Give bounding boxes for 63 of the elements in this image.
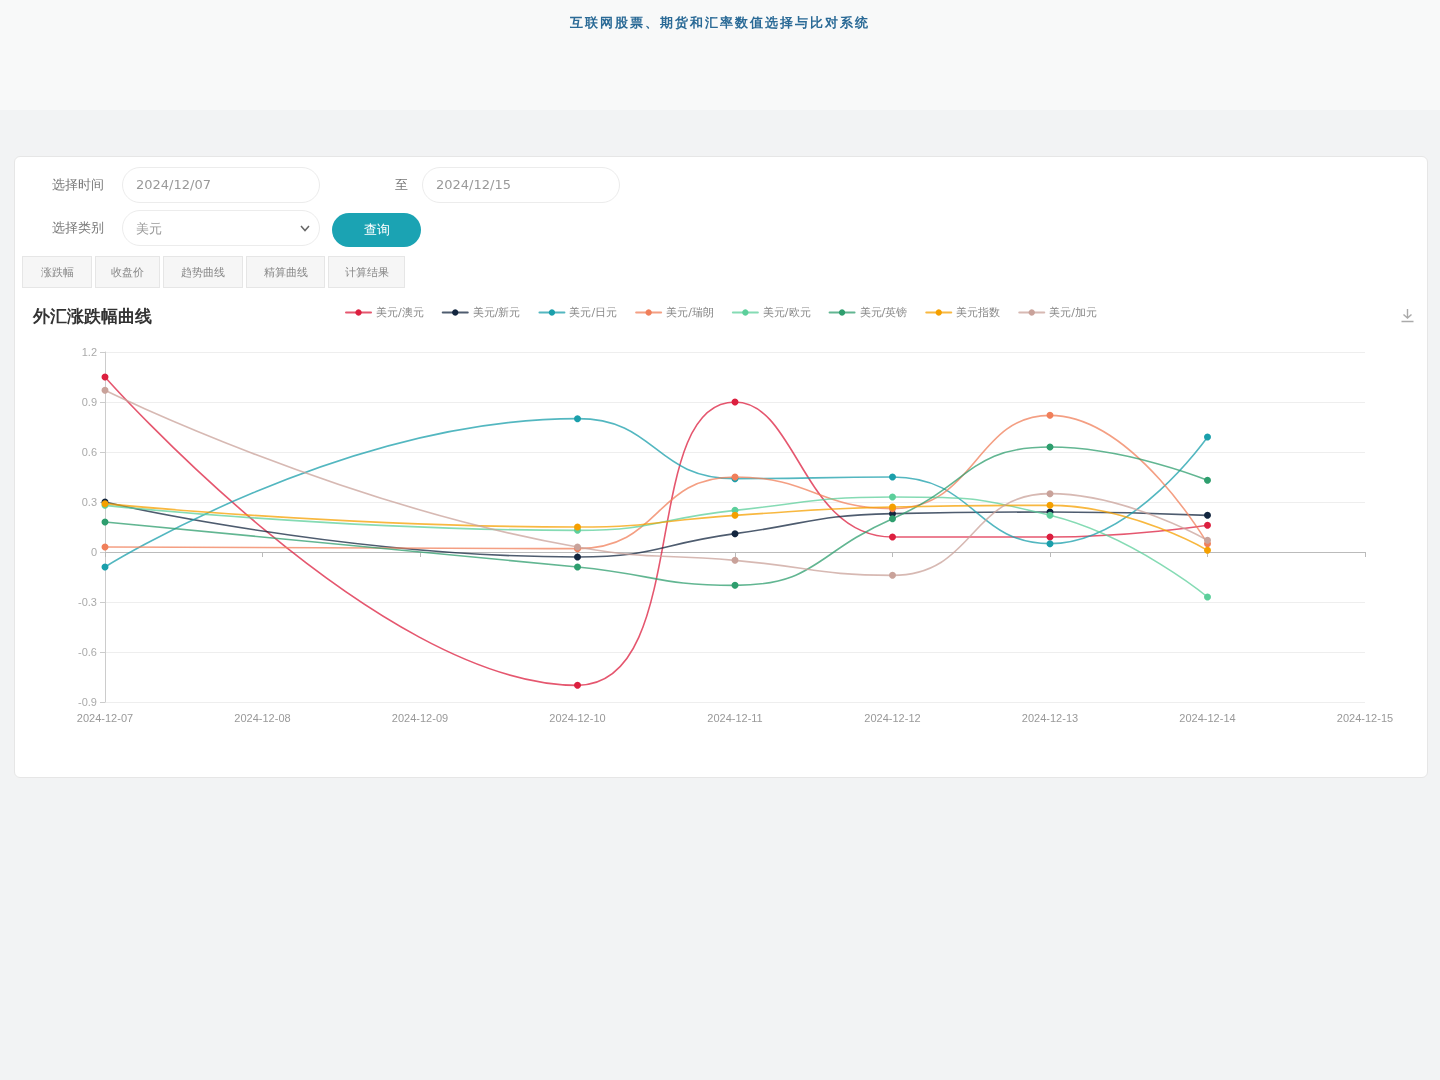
legend-label: 美元/欧元 [762, 306, 811, 319]
legend-label: 美元指数 [956, 306, 1001, 319]
text: 查询 [363, 222, 390, 237]
point [1204, 521, 1211, 529]
point [1046, 411, 1054, 419]
point [1046, 490, 1054, 498]
chart-title: 外汇涨跌幅曲线 [32, 305, 152, 326]
text: 互联网股票、期货和汇率数值选择与比对系统 [570, 15, 870, 30]
legend-label: 美元/瑞朗 [666, 306, 714, 319]
text: 收盘价 [111, 266, 144, 279]
x-tick-label: 2024-12-07 [76, 711, 134, 724]
text: 选择类别 [52, 220, 104, 235]
point [574, 681, 581, 689]
point [889, 533, 896, 541]
x-tick-label: 2024-12-13 [1021, 711, 1079, 724]
y-tick-label: -0.3 [78, 596, 97, 608]
text: 2024/12/07 [136, 177, 211, 192]
point [731, 556, 739, 564]
y-tick-label: -0.9 [78, 696, 97, 708]
point [1046, 501, 1054, 509]
point [889, 493, 896, 501]
x-tick-label: 2024-12-12 [864, 711, 921, 724]
point [731, 581, 739, 589]
text: 选择时间 [52, 177, 104, 192]
legend-label: 美元/新元 [472, 306, 521, 319]
point [574, 563, 581, 571]
point [1204, 433, 1211, 441]
text: 2024/12/15 [436, 177, 511, 192]
point [889, 473, 896, 481]
x-tick-label: 2024-12-10 [549, 711, 606, 724]
point [1046, 540, 1054, 548]
point [1204, 536, 1211, 544]
text: 计算结果 [344, 266, 389, 279]
legend-label: 美元/日元 [569, 306, 618, 319]
x-tick-label: 2024-12-15 [1336, 711, 1394, 724]
y-tick-label: 0 [90, 546, 97, 558]
point [731, 511, 739, 519]
point [574, 415, 581, 423]
y-tick-label: 0.3 [81, 496, 97, 508]
y-tick-label: 1.2 [81, 346, 97, 358]
x-tick-label: 2024-12-11 [707, 711, 763, 724]
legend-label: 美元/英镑 [859, 306, 908, 319]
x-tick-label: 2024-12-14 [1179, 711, 1236, 724]
legend-label: 美元/加元 [1049, 306, 1097, 319]
text: 美元 [136, 221, 162, 236]
text: 涨跌幅 [40, 266, 74, 279]
y-tick-label: -0.6 [78, 646, 97, 658]
y-tick-label: 0.9 [81, 396, 97, 408]
text: 至 [395, 177, 408, 192]
point [889, 571, 896, 579]
point [1204, 546, 1211, 554]
y-tick-label: 0.6 [81, 446, 97, 458]
point [1204, 476, 1211, 484]
point [889, 515, 896, 523]
point [1204, 511, 1211, 519]
point [101, 386, 109, 394]
x-tick-label: 2024-12-09 [391, 711, 449, 724]
point [1204, 593, 1211, 601]
text: 趋势曲线 [181, 266, 225, 279]
x-tick-label: 2024-12-08 [234, 711, 291, 724]
text: 精算曲线 [263, 266, 308, 279]
legend-label: 美元/澳元 [376, 306, 424, 319]
point [731, 530, 739, 538]
